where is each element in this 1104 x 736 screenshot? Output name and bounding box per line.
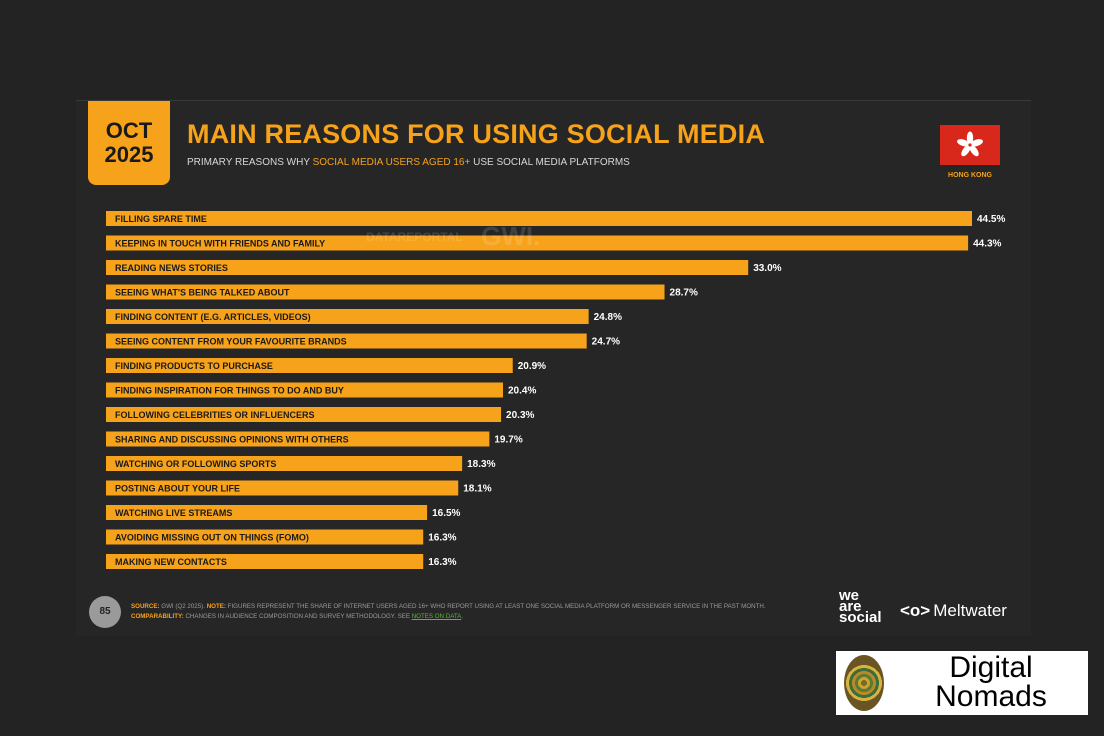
badge-year: 2025 [104, 142, 154, 167]
badge-month: OCT [105, 118, 153, 143]
bar [106, 456, 463, 471]
bar-category-label: POSTING ABOUT YOUR LIFE [115, 484, 240, 494]
bar-category-label: WATCHING LIVE STREAMS [115, 508, 232, 518]
bar-category-label: SHARING AND DISCUSSING OPINIONS WITH OTH… [115, 435, 349, 445]
meltwater-logo: <o> Meltwater [900, 601, 1007, 621]
bar [106, 260, 749, 275]
digital-nomads-text: Digital Nomads [906, 651, 1076, 713]
bar-value-label: 16.5% [432, 508, 460, 519]
slide: OCT 2025 MAIN REASONS FOR USING SOCIAL M… [76, 100, 1031, 636]
source-label: SOURCE: [131, 603, 160, 610]
bar-category-label: READING NEWS STORIES [115, 263, 228, 273]
page-subtitle: PRIMARY REASONS WHY SOCIAL MEDIA USERS A… [187, 157, 630, 168]
bar-value-label: 20.3% [506, 410, 534, 421]
bar-value-label: 44.5% [977, 214, 1005, 225]
note-label: NOTE: [206, 603, 226, 610]
bar-value-label: 20.9% [518, 361, 546, 372]
bar-category-label: FOLLOWING CELEBRITIES OR INFLUENCERS [115, 410, 315, 420]
bar [106, 431, 490, 447]
bar-category-label: SEEING WHAT'S BEING TALKED ABOUT [115, 288, 290, 298]
datareportal-watermark: DATAREPORTAL [366, 229, 463, 244]
bar [106, 358, 513, 373]
fingerprint-icon [844, 655, 884, 711]
subtitle-suffix: USE SOCIAL MEDIA PLATFORMS [473, 157, 630, 168]
page-title: MAIN REASONS FOR USING SOCIAL MEDIA [187, 119, 766, 149]
notes-on-data-link[interactable]: NOTES ON DATA [411, 613, 462, 620]
bar [106, 529, 424, 545]
bar [106, 333, 587, 349]
bar-value-label: 28.7% [670, 288, 698, 299]
note-text: FIGURES REPRESENT THE SHARE OF INTERNET … [227, 603, 766, 610]
bar-category-label: SEEING CONTENT FROM YOUR FAVOURITE BRAND… [115, 337, 347, 347]
bar [106, 235, 969, 251]
bar-value-label: 24.8% [594, 312, 622, 323]
gwi-watermark: GWI. [481, 221, 541, 251]
bar [106, 284, 665, 300]
bar-category-label: AVOIDING MISSING OUT ON THINGS (FOMO) [115, 533, 309, 543]
bar-value-label: 33.0% [753, 263, 781, 274]
bar [106, 480, 459, 496]
meltwater-text: Meltwater [933, 601, 1007, 620]
comparability-text: CHANGES IN AUDIENCE COMPOSITION AND SURV… [185, 613, 410, 620]
bar-value-label: 24.7% [592, 337, 620, 348]
footer-notes: SOURCE: GWI (Q2 2025). NOTE: FIGURES REP… [131, 603, 766, 620]
bar-category-label: KEEPING IN TOUCH WITH FRIENDS AND FAMILY [115, 239, 325, 249]
bar [106, 505, 428, 520]
source-text: GWI (Q2 2025). [161, 603, 205, 610]
bar-value-label: 44.3% [973, 239, 1001, 250]
bar [106, 554, 424, 569]
brand1-line2: are [839, 598, 862, 615]
brand1-line1: we [839, 587, 860, 604]
bar-value-label: 19.7% [494, 435, 522, 446]
bar [106, 407, 502, 422]
bar-category-label: WATCHING OR FOLLOWING SPORTS [115, 459, 276, 469]
logo-line1: Digital [949, 651, 1033, 684]
bar [106, 309, 589, 324]
digital-nomads-logo: Digital Nomads [836, 651, 1088, 715]
logo-line2: Nomads [935, 680, 1047, 713]
date-badge: OCT 2025 [88, 101, 170, 185]
bar-value-label: 18.1% [463, 484, 491, 495]
subtitle-prefix: PRIMARY REASONS WHY [187, 157, 310, 168]
bar-category-label: FINDING INSPIRATION FOR THINGS TO DO AND… [115, 386, 344, 396]
bar-value-label: 20.4% [508, 386, 536, 397]
bar-category-label: FILLING SPARE TIME [115, 214, 207, 224]
bar-value-label: 18.3% [467, 459, 495, 470]
bar-category-label: FINDING PRODUCTS TO PURCHASE [115, 361, 273, 371]
bar [106, 211, 972, 226]
comparability-label: COMPARABILITY: [131, 613, 184, 620]
bar-category-label: MAKING NEW CONTACTS [115, 557, 227, 567]
country-label: HONG KONG [948, 172, 992, 179]
page-number: 85 [89, 596, 121, 628]
subtitle-highlight: SOCIAL MEDIA USERS AGED 16+ [312, 157, 471, 168]
hong-kong-flag-icon [940, 125, 1000, 165]
bar-value-label: 16.3% [428, 557, 456, 568]
bar-category-label: FINDING CONTENT (E.G. ARTICLES, VIDEOS) [115, 312, 311, 322]
watermark: DATAREPORTAL GWI. [366, 221, 540, 252]
brand1-line3: social [839, 609, 882, 626]
bauhinia-icon [957, 131, 983, 157]
we-are-social-logo: we are social [839, 587, 882, 626]
bar-chart: FILLING SPARE TIME 44.5% KEEPING IN TOUCH … [106, 211, 1005, 569]
bar [106, 382, 503, 398]
meltwater-icon: <o> [900, 601, 931, 620]
bar-value-label: 16.3% [428, 533, 456, 544]
